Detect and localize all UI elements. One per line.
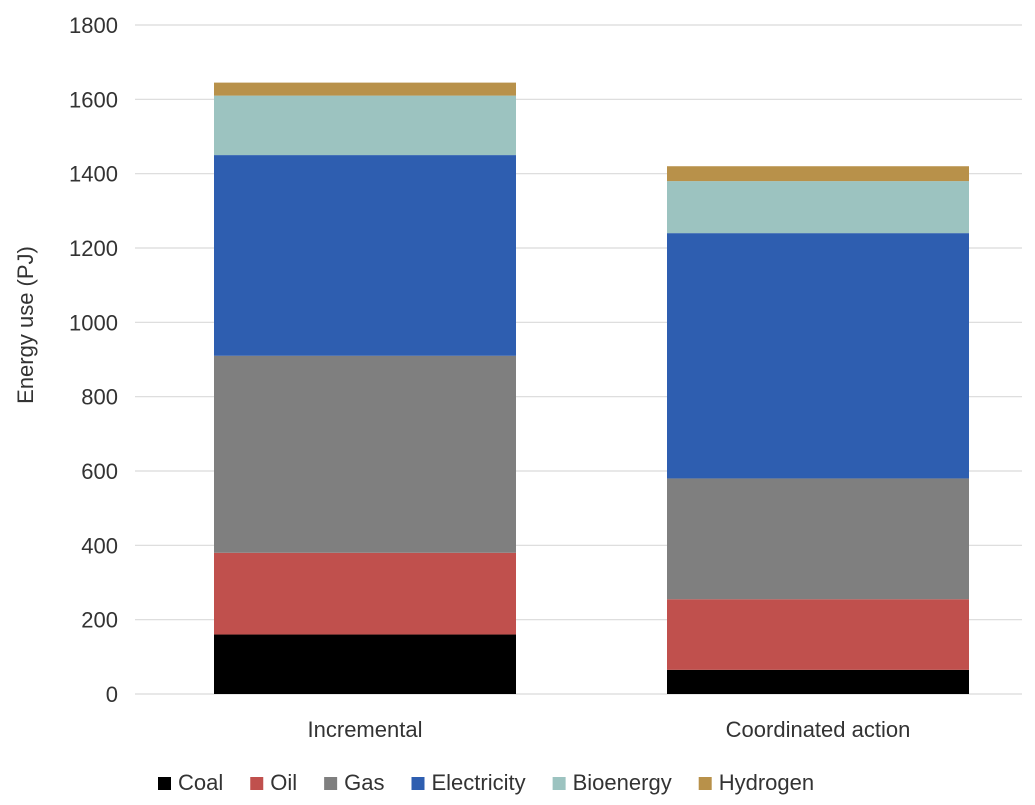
bars <box>214 82 969 694</box>
category-label: Incremental <box>308 717 423 742</box>
legend-label: Hydrogen <box>719 770 814 795</box>
y-tick-label: 200 <box>81 608 118 633</box>
bar-segment-electricity <box>214 155 516 356</box>
bar-segment-coal <box>214 634 516 694</box>
legend-swatch <box>250 777 264 790</box>
legend-label: Bioenergy <box>573 770 672 795</box>
category-label: Coordinated action <box>726 717 911 742</box>
legend-label: Coal <box>178 770 223 795</box>
legend-swatch <box>552 777 566 790</box>
bar-segment-oil <box>214 552 516 635</box>
legend-item-coal: Coal <box>158 770 223 795</box>
y-tick-label: 1400 <box>69 162 118 187</box>
legend-item-oil: Oil <box>250 770 297 795</box>
y-tick-label: 1200 <box>69 236 118 261</box>
bar-segment-electricity <box>667 233 969 479</box>
bar-segment-coal <box>667 669 969 694</box>
legend-label: Oil <box>270 770 297 795</box>
legend-item-hydrogen: Hydrogen <box>698 770 814 795</box>
bar-segment-bioenergy <box>667 181 969 234</box>
y-tick-label: 1600 <box>69 87 118 112</box>
y-tick-label: 1000 <box>69 310 118 335</box>
bar-segment-oil <box>667 599 969 670</box>
bar-segment-hydrogen <box>667 166 969 182</box>
legend-swatch <box>698 777 712 790</box>
y-tick-label: 400 <box>81 533 118 558</box>
legend-label: Gas <box>344 770 384 795</box>
y-tick-label: 0 <box>106 682 118 707</box>
legend: Coal Oil Gas Electricity Bioenergy Hydrogen <box>158 770 814 795</box>
legend-swatch <box>411 777 425 790</box>
y-tick-labels: 0 200 400 600 800 1000 1200 1400 1600 1800 <box>69 13 118 707</box>
bar-segment-gas <box>667 478 969 600</box>
y-axis-title: Energy use (PJ) <box>13 246 38 404</box>
legend-label: Electricity <box>432 770 526 795</box>
legend-item-bioenergy: Bioenergy <box>552 770 672 795</box>
y-tick-label: 1800 <box>69 13 118 38</box>
y-tick-label: 600 <box>81 459 118 484</box>
category-labels: Incremental Coordinated action <box>308 717 911 742</box>
legend-swatch <box>324 777 338 790</box>
legend-item-electricity: Electricity <box>411 770 526 795</box>
bar-segment-bioenergy <box>214 95 516 156</box>
y-tick-label: 800 <box>81 385 118 410</box>
legend-item-gas: Gas <box>324 770 385 795</box>
bar-segment-hydrogen <box>214 82 516 96</box>
bar-segment-gas <box>214 355 516 553</box>
legend-swatch <box>158 777 171 790</box>
